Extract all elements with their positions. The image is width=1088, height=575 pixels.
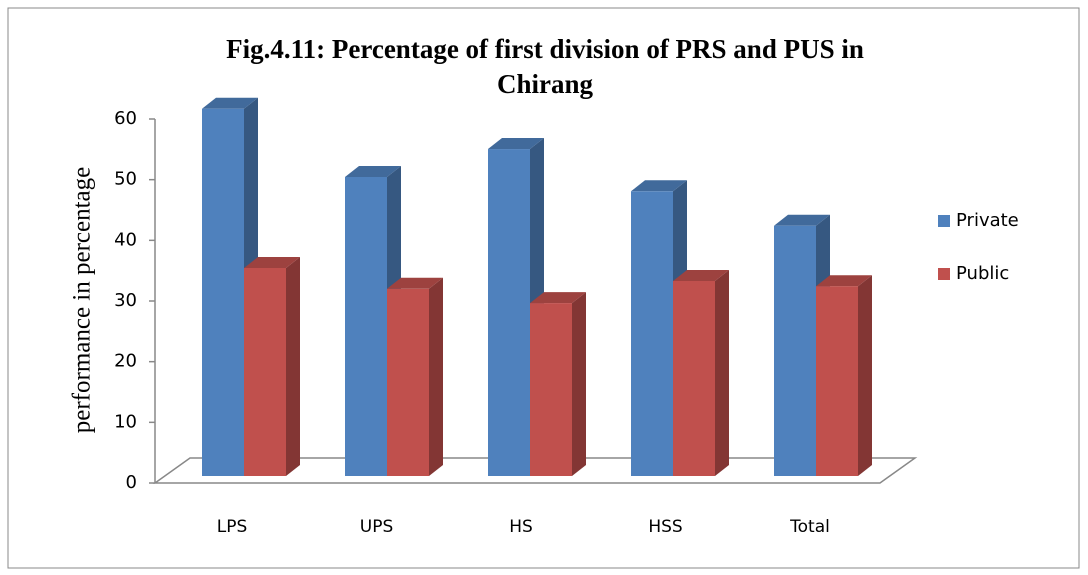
y-tick-label: 60 [114,108,137,129]
bar-top [244,257,300,268]
bar-top [387,277,443,289]
bar [345,177,387,476]
y-tick-label: 30 [114,290,137,311]
x-tick-label: Total [789,517,830,537]
bar-top [631,180,687,192]
bar-top [345,166,401,177]
legend-label: Private [956,210,1019,231]
bar-side [715,270,729,476]
bar [816,286,858,476]
y-tick-label: 50 [114,169,137,190]
bar [530,303,572,476]
bar-top [774,214,830,226]
legend-label: Public [956,263,1009,284]
bar [387,288,429,476]
bar [244,268,286,476]
y-tick-label: 0 [126,472,137,493]
bar-side [858,275,872,476]
legend-swatch [938,215,950,227]
bar [774,225,816,476]
bar [488,149,530,477]
bar [202,108,244,476]
bar-top [816,275,872,287]
bar-side [286,257,300,476]
y-tick-label: 40 [114,229,137,250]
bar [631,191,673,477]
bar-top [673,270,729,281]
x-tick-label: LPS [217,517,248,537]
y-tick-label: 20 [114,351,137,372]
x-tick-label: HSS [648,517,682,537]
y-tick-label: 10 [114,411,137,432]
bar-top [530,292,586,304]
y-axis-label: performance in percentage [69,167,96,434]
chart-title: Fig.4.11: Percentage of first division o… [226,34,864,64]
bar-top [488,138,544,150]
bar [673,281,715,476]
bar-side [572,292,586,476]
chart-title: Chirang [497,69,594,99]
legend-swatch [938,268,950,280]
bar-top [202,97,258,109]
bar-side [429,277,443,476]
x-tick-label: HS [509,517,533,537]
x-tick-label: UPS [360,517,394,537]
